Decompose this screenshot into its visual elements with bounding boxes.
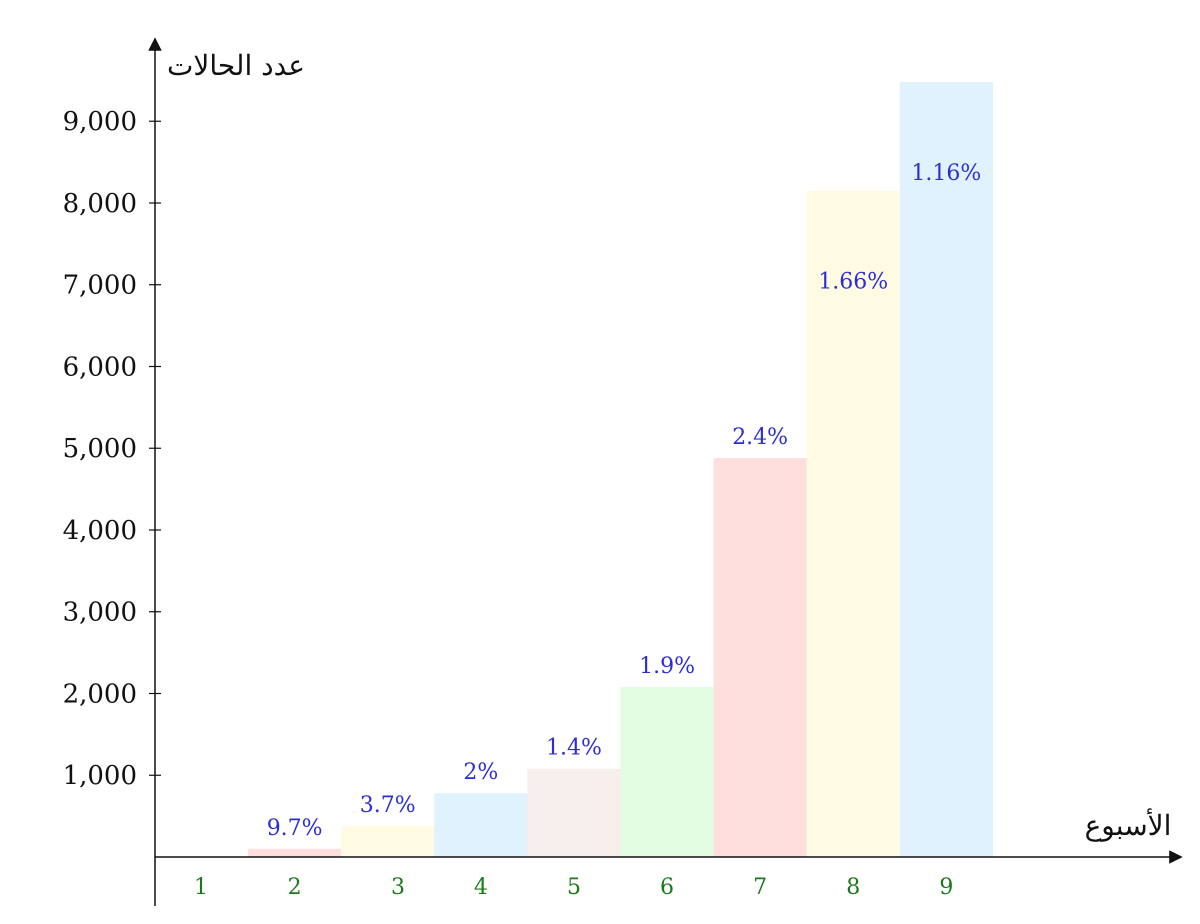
bar-week-8 bbox=[806, 190, 900, 858]
bar-week-5 bbox=[527, 768, 621, 857]
bar-week-9 bbox=[899, 82, 993, 857]
data-label-week-6: 1.9% bbox=[639, 654, 695, 679]
y-tick-label: 8,000 bbox=[63, 189, 137, 219]
x-tick-label-7: 7 bbox=[753, 875, 767, 900]
y-axis-title: عدد الحالات bbox=[167, 49, 305, 82]
data-label-week-7: 2.4% bbox=[732, 425, 788, 450]
data-label-week-9: 1.16% bbox=[911, 161, 981, 186]
y-tick-label: 6,000 bbox=[63, 352, 137, 382]
x-tick-label-9: 9 bbox=[939, 875, 953, 900]
data-label-week-4: 2% bbox=[463, 760, 498, 785]
y-tick-label: 5,000 bbox=[63, 434, 137, 464]
data-label-week-8: 1.66% bbox=[818, 270, 888, 295]
bar-week-4 bbox=[434, 793, 528, 857]
y-tick-label: 2,000 bbox=[63, 679, 137, 709]
data-labels-layer: 9.7% 3.7% 2% 1.4% 1.9% 2.4% 1.66% 1.16% bbox=[267, 161, 982, 841]
data-label-week-3: 3.7% bbox=[360, 793, 416, 818]
x-tick-labels-layer: 1 2 3 4 5 6 7 8 9 bbox=[194, 875, 953, 900]
x-tick-label-2: 2 bbox=[288, 875, 302, 900]
y-tick-label: 1,000 bbox=[63, 761, 137, 791]
y-tick-label: 3,000 bbox=[63, 598, 137, 628]
bar-week-2 bbox=[248, 848, 342, 857]
x-tick-label-4: 4 bbox=[474, 875, 488, 900]
x-tick-label-5: 5 bbox=[567, 875, 581, 900]
x-tick-label-8: 8 bbox=[846, 875, 860, 900]
bar-week-7 bbox=[713, 458, 807, 857]
x-tick-label-3: 3 bbox=[391, 875, 405, 900]
data-label-week-5: 1.4% bbox=[546, 736, 602, 761]
y-tick-label: 7,000 bbox=[63, 271, 137, 301]
bar-week-3 bbox=[341, 825, 435, 857]
y-tick-label: 4,000 bbox=[63, 516, 137, 546]
bars-layer bbox=[248, 82, 993, 858]
x-tick-label-1: 1 bbox=[194, 875, 208, 900]
data-label-week-2: 9.7% bbox=[267, 816, 323, 841]
y-ticks-layer: 1,000 2,000 3,000 4,000 5,000 6,000 7,000 8,000… bbox=[63, 107, 161, 791]
x-tick-label-6: 6 bbox=[660, 875, 674, 900]
x-axis-title: الأسبوع bbox=[1085, 808, 1172, 842]
bar-week-6 bbox=[620, 686, 714, 857]
y-tick-label: 9,000 bbox=[63, 107, 137, 137]
